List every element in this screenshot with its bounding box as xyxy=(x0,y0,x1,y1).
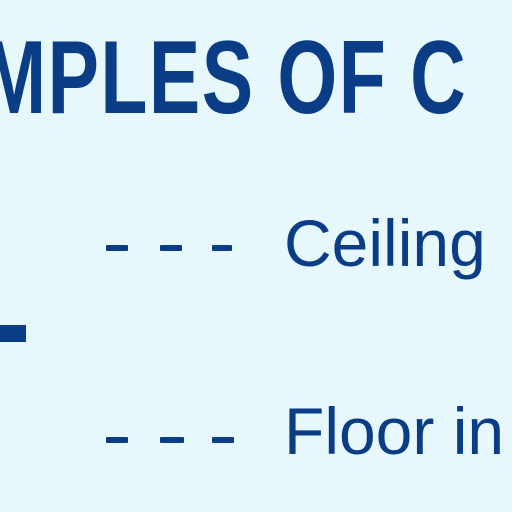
slide-title: MPLES OF C xyxy=(0,20,468,136)
dash-connector xyxy=(212,437,234,443)
dash-connector xyxy=(106,437,128,443)
item-label-floor: Floor in xyxy=(284,394,505,468)
dash-connector xyxy=(160,245,182,251)
left-connector-bar xyxy=(0,325,26,342)
item-label-ceiling: Ceiling xyxy=(284,206,486,280)
dash-connector xyxy=(106,245,128,251)
dash-connector xyxy=(160,437,184,443)
dash-connector xyxy=(212,245,232,251)
